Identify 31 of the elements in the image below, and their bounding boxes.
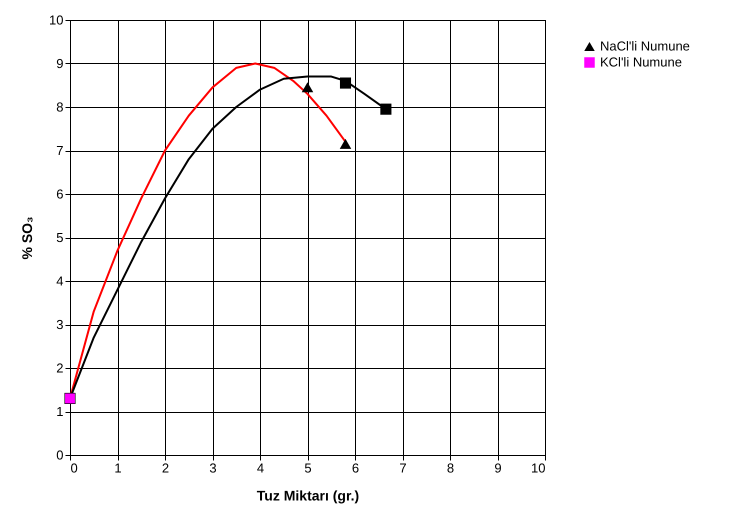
y-tick-label: 0: [56, 448, 64, 462]
point: [340, 139, 352, 149]
y-tick-label: 4: [56, 274, 64, 288]
y-tick-label: 9: [56, 56, 64, 71]
x-tick-label: 4: [256, 460, 264, 476]
x-tick-label: 2: [162, 460, 170, 476]
y-tick-label: 7: [56, 143, 64, 158]
x-tick-label: 3: [209, 460, 217, 476]
x-tick-label: 6: [352, 460, 360, 476]
point: [64, 392, 76, 404]
x-tick-label: 7: [399, 460, 407, 476]
x-axis-title: Tuz Miktarı (gr.): [256, 488, 360, 504]
y-tick-label: 8: [56, 100, 64, 114]
y-tick-label: 1: [56, 404, 64, 419]
y-tick-label: 3: [56, 317, 64, 332]
x-tick-label: 8: [446, 460, 454, 476]
legend-label: KCl'li Numune: [600, 54, 682, 70]
legend-label: NaCl'li Numune: [600, 38, 690, 54]
y-tick-label: 2: [56, 360, 64, 376]
point: [302, 82, 314, 92]
x-tick-label: 10: [531, 460, 546, 476]
y-axis-title: % SO₃: [19, 216, 36, 260]
point: [380, 104, 392, 115]
y-tick-label: 6: [56, 186, 64, 202]
point: [340, 78, 352, 89]
x-tick-label: 1: [114, 460, 122, 476]
x-tick-label: 9: [494, 460, 502, 476]
x-tick-label: 5: [304, 460, 312, 476]
y-tick-label: 10: [49, 12, 64, 28]
x-tick-label: 0: [70, 460, 78, 476]
y-tick-label: 5: [56, 230, 64, 245]
